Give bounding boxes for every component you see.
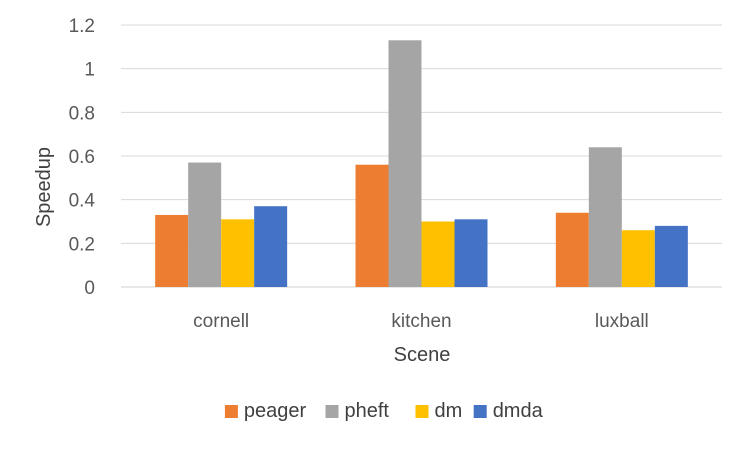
legend-swatch-pheft (325, 405, 339, 418)
legend-swatch-dmda (473, 405, 487, 418)
legend-label-pheft: pheft (345, 400, 390, 422)
bar-dm-kitchen (421, 221, 455, 287)
y-tick-label: 0.8 (69, 103, 95, 124)
y-tick-label: 0.2 (69, 234, 95, 255)
bar-peager-kitchen (355, 164, 389, 287)
y-tick-label: 1 (84, 60, 95, 81)
bar-pheft-luxball (588, 147, 622, 287)
y-tick-label: 0 (84, 278, 95, 299)
bar-peager-luxball (555, 212, 589, 287)
bar-peager-cornell (155, 214, 189, 287)
bar-dm-luxball (621, 230, 655, 287)
legend-label-dm: dm (435, 400, 463, 422)
bar-dmda-cornell (254, 206, 288, 287)
legend-label-peager: peager (244, 400, 307, 422)
bar-pheft-kitchen (388, 40, 422, 288)
x-axis-title: Scene (394, 344, 451, 366)
legend-swatch-peager (224, 405, 238, 418)
y-tick-label: 1.2 (69, 16, 95, 37)
legend: peager pheft dm dmda (224, 400, 544, 422)
x-tick-label: cornell (193, 311, 249, 332)
bar-pheft-cornell (188, 162, 222, 287)
y-axis-title: Speedup (33, 147, 55, 227)
x-tick-label: kitchen (391, 311, 451, 332)
x-tick-label: luxball (595, 311, 649, 332)
y-tick-label: 0.6 (69, 147, 95, 168)
y-tick-label: 0.4 (69, 191, 96, 212)
y-axis-ticks: 0 0.2 0.4 0.6 0.8 1 1.2 (69, 16, 96, 299)
bar-dmda-kitchen (454, 219, 488, 287)
legend-swatch-dm (415, 405, 429, 418)
bar-dmda-luxball (654, 225, 688, 287)
bars (155, 40, 688, 288)
x-axis-ticks: cornell kitchen luxball (193, 311, 649, 332)
legend-label-dmda: dmda (493, 400, 544, 422)
bar-dm-cornell (221, 219, 255, 287)
